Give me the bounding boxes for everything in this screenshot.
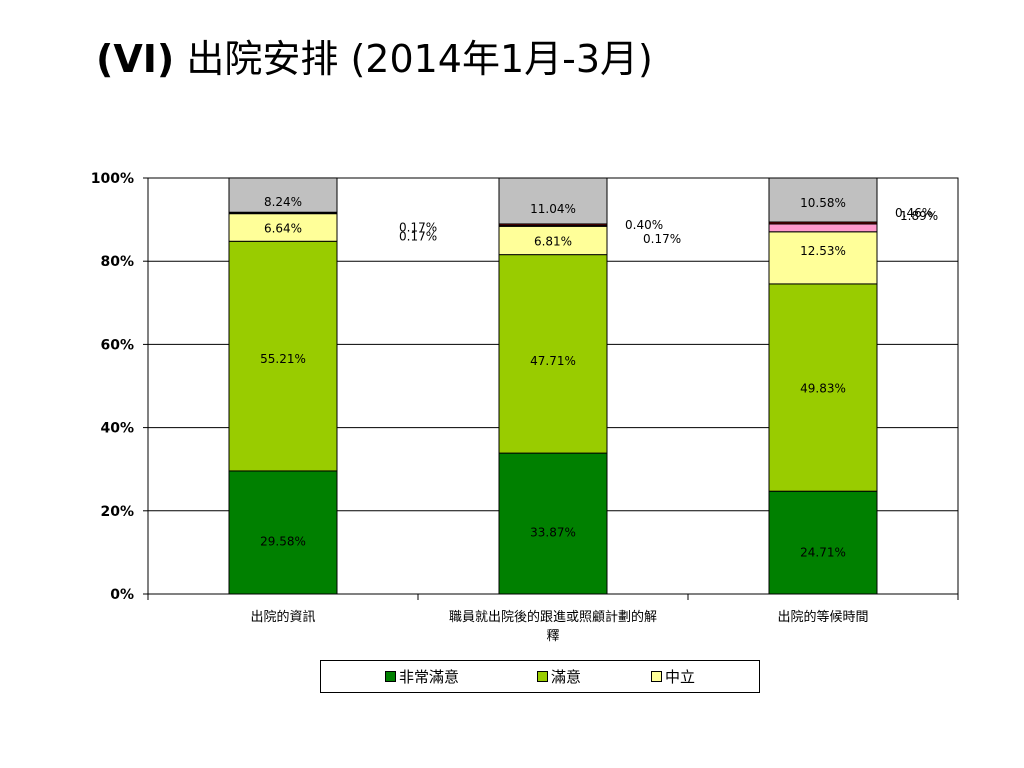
legend-item-neutral: 中立 [651, 666, 695, 687]
bar-segment [498, 177, 608, 225]
slide-title-number: (VI) [96, 37, 175, 81]
data-label: 11.04% [530, 202, 576, 216]
data-label: 6.81% [534, 234, 572, 248]
bar-segment [768, 177, 878, 223]
x-category-label: 釋 [546, 628, 559, 644]
slide-title: (VI) 出院安排 (2014年1月-3月) [96, 28, 653, 83]
y-tick-label: 40% [100, 421, 134, 437]
bar-segment [768, 283, 878, 492]
y-tick-label: 20% [100, 504, 134, 520]
data-label: 24.71% [800, 546, 846, 560]
legend-item-satisfied: 滿意 [537, 666, 581, 687]
legend-swatch-satisfied [537, 671, 548, 682]
slide-title-text: 出院安排 (2014年1月-3月) [174, 37, 653, 81]
x-category-label: 出院的等候時間 [777, 609, 868, 625]
data-label: 0.17% [399, 221, 437, 235]
legend-swatch-neutral [651, 671, 662, 682]
bar-segment [228, 213, 338, 242]
bar-segment [228, 240, 338, 472]
legend-item-very-satisfied: 非常滿意 [385, 666, 459, 687]
data-label: 8.24% [264, 195, 302, 209]
y-tick-label: 80% [100, 254, 134, 270]
bar-segment [228, 470, 338, 595]
data-label: 33.87% [530, 526, 576, 540]
data-label: 47.71% [530, 354, 576, 368]
data-label: 0.40% [625, 218, 663, 232]
bar-segment [498, 254, 608, 454]
data-label: 10.58% [800, 196, 846, 210]
data-label: 49.83% [800, 382, 846, 396]
data-label: 12.53% [800, 244, 846, 258]
y-tick-label: 0% [110, 587, 134, 603]
legend-label-satisfied: 滿意 [551, 668, 582, 686]
bar-segment [768, 223, 878, 233]
legend-label-neutral: 中立 [665, 668, 696, 686]
y-tick-label: 60% [100, 337, 134, 353]
chart-legend: 非常滿意 滿意 中立 [320, 660, 760, 693]
data-label: 6.64% [264, 221, 302, 235]
data-label: 0.17% [643, 232, 681, 246]
bar-segment [498, 452, 608, 595]
legend-label-very-satisfied: 非常滿意 [399, 668, 460, 686]
legend-swatch-very-satisfied [385, 671, 396, 682]
data-label: 29.58% [260, 534, 306, 548]
y-tick-label: 100% [91, 171, 134, 187]
data-label: 0.17% [399, 229, 437, 243]
stacked-bar-chart: 0% 20% 40% 60% 80% 100% 29.58% 55.21% 6.64% 0.17%… [91, 171, 959, 644]
bar-segment [768, 231, 878, 285]
data-label: 1.89% [900, 209, 938, 223]
bar-segment [228, 177, 338, 213]
data-label: 55.21% [260, 352, 306, 366]
data-label: 0.46% [895, 206, 933, 220]
bar-segment [768, 490, 878, 595]
x-category-label: 出院的資訊 [250, 609, 315, 625]
x-category-label: 職員就出院後的跟進或照顧計劃的解 [449, 609, 657, 625]
